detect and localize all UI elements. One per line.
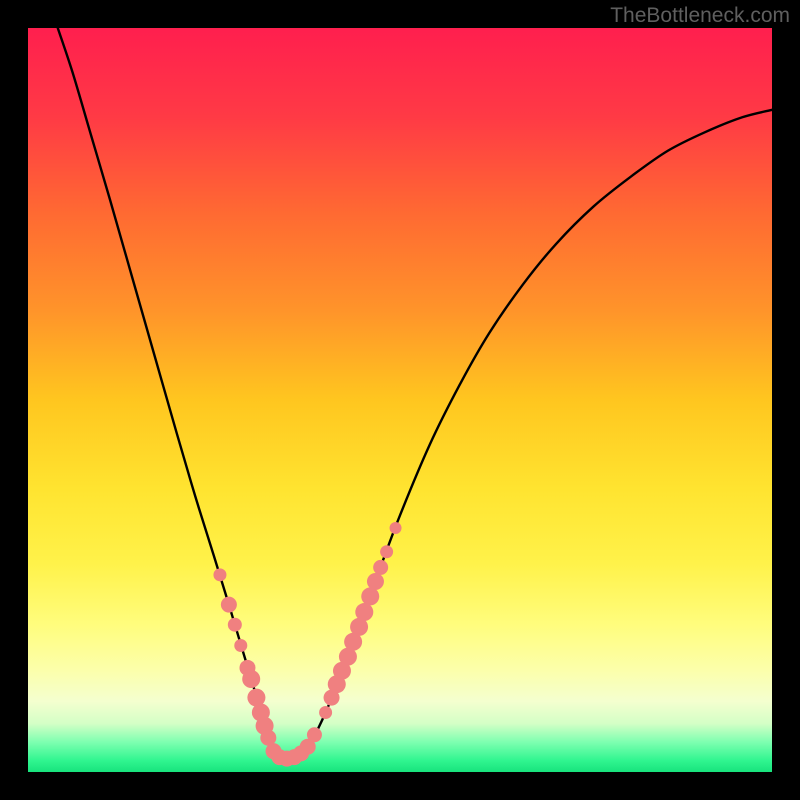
marker-dot — [228, 618, 242, 632]
marker-dot — [242, 670, 260, 688]
marker-dot — [367, 573, 384, 590]
marker-dot — [213, 568, 226, 581]
marker-dot — [380, 545, 393, 558]
marker-dot — [361, 587, 379, 605]
marker-dot — [390, 522, 402, 534]
marker-dot — [355, 603, 373, 621]
marker-dot — [221, 597, 237, 613]
bottleneck-chart — [0, 0, 800, 800]
marker-dot — [307, 727, 322, 742]
marker-dot — [373, 560, 388, 575]
marker-dot — [319, 706, 332, 719]
chart-frame: TheBottleneck.com — [0, 0, 800, 800]
marker-dot — [234, 639, 247, 652]
gradient-background — [28, 28, 772, 772]
watermark-text: TheBottleneck.com — [610, 4, 790, 28]
